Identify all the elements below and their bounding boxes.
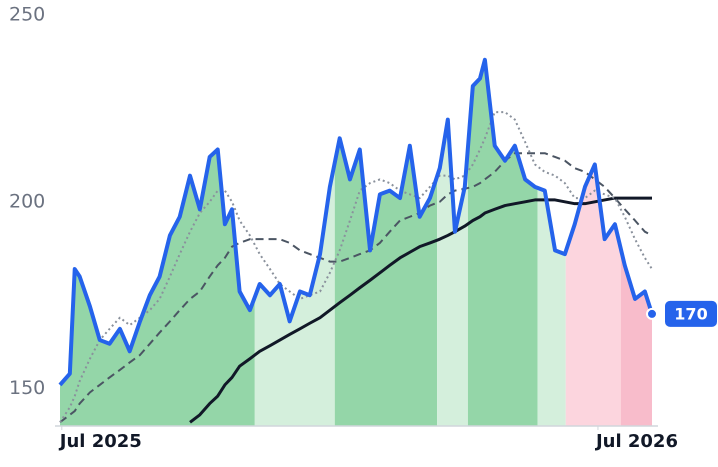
moving-average-line xyxy=(59,111,653,423)
regime-area xyxy=(60,149,255,426)
regime-area xyxy=(565,164,621,426)
regime-area xyxy=(537,187,566,426)
last-value-badge xyxy=(665,300,717,327)
x-tick-label: Jul 2025 xyxy=(58,431,142,452)
moving-average-line xyxy=(189,196,652,424)
moving-average-line xyxy=(59,152,653,424)
y-tick-label: 250 xyxy=(9,3,45,25)
regime-area xyxy=(334,138,438,426)
regime-area xyxy=(467,59,538,426)
x-tick-label: Jul 2026 xyxy=(594,431,678,452)
last-point xyxy=(646,307,658,320)
y-tick-label: 200 xyxy=(9,190,45,212)
y-tick-label: 150 xyxy=(9,377,45,399)
price-line xyxy=(58,57,654,387)
regime-area xyxy=(254,162,335,426)
last-value-label: 170 xyxy=(674,304,707,323)
